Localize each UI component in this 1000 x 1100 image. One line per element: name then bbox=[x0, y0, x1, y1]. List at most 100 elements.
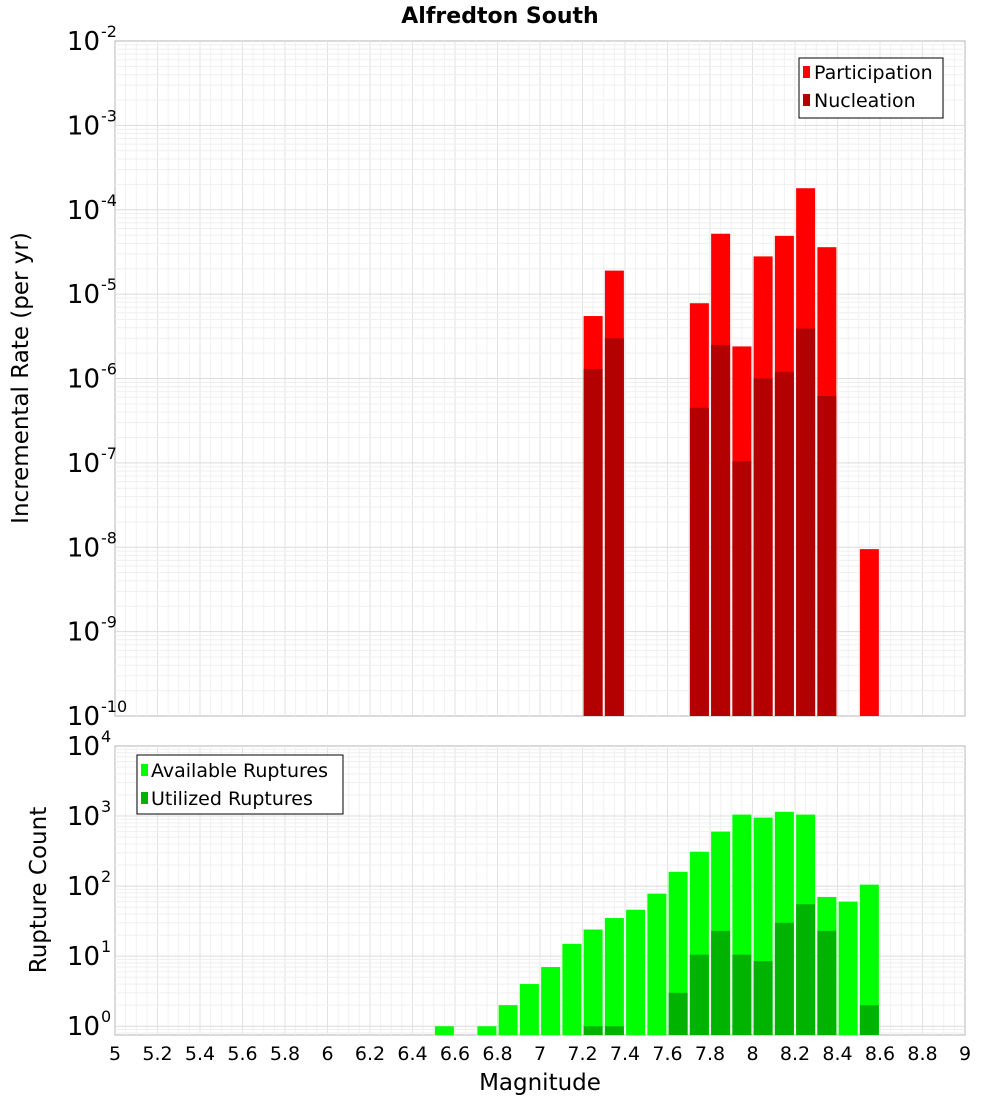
x-tick-label: 6.8 bbox=[482, 1043, 512, 1065]
rate-y-tick-base: 10 bbox=[67, 111, 100, 141]
rate-y-tick-exponent: -5 bbox=[101, 275, 117, 294]
x-tick-label: 8.4 bbox=[822, 1043, 852, 1065]
rate-y-axis-label: Incremental Rate (per yr) bbox=[8, 232, 34, 524]
utilized-legend-label: Utilized Ruptures bbox=[151, 788, 313, 810]
rate-y-tick: 10 -6 bbox=[67, 360, 117, 395]
count-utilized-bar bbox=[604, 1026, 624, 1035]
rate-bars bbox=[583, 188, 879, 717]
available-legend-label: Available Ruptures bbox=[151, 760, 328, 782]
count-available-bar bbox=[838, 901, 858, 1035]
x-tick-label: 8.2 bbox=[780, 1043, 810, 1065]
rate-y-tick-base: 10 bbox=[67, 280, 100, 310]
nucleation-legend-swatch bbox=[803, 94, 810, 106]
count-y-tick-exponent: 1 bbox=[101, 937, 111, 956]
rate-nucleation-bar bbox=[796, 328, 816, 716]
count-y-tick-base: 10 bbox=[67, 802, 100, 832]
count-y-tick-exponent: 2 bbox=[101, 867, 111, 886]
x-tick-label: 8 bbox=[746, 1043, 758, 1065]
count-utilized-bar bbox=[796, 904, 816, 1035]
x-tick-label: 8.6 bbox=[865, 1043, 895, 1065]
count-y-tick-exponent: 0 bbox=[101, 1007, 111, 1026]
rate-nucleation-bar bbox=[689, 407, 709, 716]
count-bars bbox=[434, 811, 879, 1035]
rate-y-tick-base: 10 bbox=[67, 702, 100, 732]
rate-y-tick-base: 10 bbox=[67, 365, 100, 395]
participation-legend-label: Participation bbox=[814, 62, 933, 84]
x-tick-label: 7 bbox=[534, 1043, 546, 1065]
rate-nucleation-bar bbox=[753, 378, 773, 716]
count-y-tick-exponent: 4 bbox=[101, 727, 111, 746]
rate-nucleation-bar bbox=[711, 344, 731, 716]
rate-y-tick-exponent: -2 bbox=[101, 22, 117, 41]
count-available-bar bbox=[477, 1026, 497, 1035]
count-y-tick-base: 10 bbox=[67, 732, 100, 762]
count-legend: Available Ruptures Utilized Ruptures bbox=[136, 754, 344, 815]
x-tick-label: 5.4 bbox=[185, 1043, 215, 1065]
count-utilized-bar bbox=[583, 1026, 603, 1035]
x-tick-label: 7.6 bbox=[652, 1043, 682, 1065]
count-available-bar bbox=[647, 893, 667, 1035]
count-utilized-bar bbox=[859, 1005, 879, 1035]
count-utilized-bar bbox=[732, 954, 752, 1035]
rate-y-tick-exponent: -8 bbox=[101, 528, 117, 547]
rate-y-tick: 10 -9 bbox=[67, 613, 117, 648]
chart-title: Alfredton South bbox=[401, 4, 598, 29]
rate-y-tick: 10 -5 bbox=[67, 275, 117, 310]
rate-y-tick-base: 10 bbox=[67, 533, 100, 563]
count-y-tick-exponent: 3 bbox=[101, 797, 111, 816]
count-utilized-bar bbox=[711, 930, 731, 1035]
rate-y-tick: 10 -7 bbox=[67, 444, 117, 479]
rate-y-tick: 10 -4 bbox=[67, 191, 117, 226]
count-y-tick: 10 1 bbox=[67, 937, 111, 972]
count-utilized-bar bbox=[774, 922, 794, 1035]
x-tick-label: 6 bbox=[321, 1043, 333, 1065]
x-tick-label: 6.2 bbox=[355, 1043, 385, 1065]
count-available-bar bbox=[583, 929, 603, 1035]
rate-y-tick-exponent: -6 bbox=[101, 360, 117, 379]
x-tick-label: 5.2 bbox=[142, 1043, 172, 1065]
count-legend-box bbox=[136, 754, 344, 815]
x-tick-label: 7.2 bbox=[567, 1043, 597, 1065]
rate-legend-box bbox=[798, 57, 944, 119]
rate-y-tick-base: 10 bbox=[67, 449, 100, 479]
x-tick-label: 5 bbox=[109, 1043, 121, 1065]
x-axis-label: Magnitude bbox=[479, 1070, 601, 1096]
rate-grid bbox=[115, 41, 965, 716]
count-y-tick: 10 4 bbox=[67, 727, 111, 762]
x-ticks: 5 5.2 5.4 5.6 5.8 6 6.2 6.4 6.6 6.8 7 7.2 7.4 7.6 7.8 8… bbox=[109, 1043, 971, 1065]
rate-nucleation-bar bbox=[817, 396, 837, 716]
rate-y-tick-exponent: -4 bbox=[101, 191, 117, 210]
count-available-bar bbox=[604, 918, 624, 1035]
count-available-bar bbox=[434, 1026, 454, 1035]
rate-nucleation-bar bbox=[774, 371, 794, 716]
x-tick-label: 7.4 bbox=[610, 1043, 640, 1065]
utilized-legend-swatch bbox=[141, 792, 148, 804]
rate-nucleation-bar bbox=[583, 368, 603, 716]
x-tick-label: 9 bbox=[959, 1043, 971, 1065]
count-available-bar bbox=[541, 967, 561, 1035]
rate-y-tick-exponent: -3 bbox=[101, 106, 117, 125]
rate-y-tick: 10 -8 bbox=[67, 528, 117, 563]
rate-y-tick-base: 10 bbox=[67, 196, 100, 226]
count-utilized-bar bbox=[689, 954, 709, 1035]
x-tick-label: 8.8 bbox=[907, 1043, 937, 1065]
rate-y-tick: 10 -10 bbox=[67, 697, 127, 732]
participation-legend-swatch bbox=[803, 66, 810, 78]
rate-y-tick: 10 -3 bbox=[67, 106, 117, 141]
x-tick-label: 7.8 bbox=[695, 1043, 725, 1065]
rate-y-tick-base: 10 bbox=[67, 618, 100, 648]
count-available-bar bbox=[562, 943, 582, 1035]
rate-participation-bar bbox=[859, 549, 879, 716]
rate-y-tick: 10 -2 bbox=[67, 22, 117, 57]
rate-nucleation-bar bbox=[732, 461, 752, 716]
count-utilized-bar bbox=[753, 961, 773, 1035]
count-y-tick: 10 2 bbox=[67, 867, 111, 902]
x-tick-label: 6.4 bbox=[397, 1043, 427, 1065]
available-legend-swatch bbox=[141, 764, 148, 776]
rate-nucleation-bar bbox=[604, 338, 624, 716]
